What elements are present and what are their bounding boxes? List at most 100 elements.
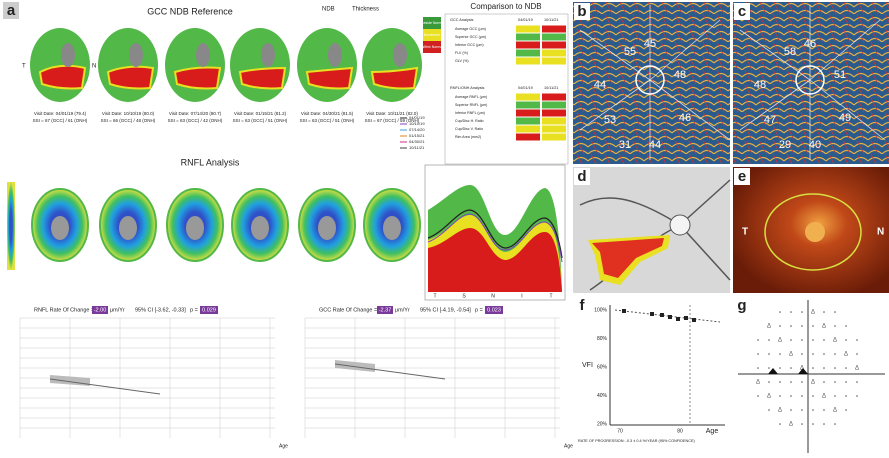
status-cell <box>542 49 566 57</box>
label: VFI <box>582 362 593 369</box>
gcc-map <box>297 28 357 102</box>
vf-dot <box>790 311 792 313</box>
panel-label: e <box>738 168 746 185</box>
gcc-defect <box>238 66 287 90</box>
label: Age <box>279 443 288 449</box>
label: 04/01/19 <box>409 115 425 120</box>
vf-symbol: Δ <box>778 408 782 414</box>
vf-symbol: Δ <box>800 366 804 372</box>
label: 48 <box>754 79 766 91</box>
label: FLV (%) <box>455 51 468 55</box>
vf-dot <box>834 325 836 327</box>
vf-dot <box>834 423 836 425</box>
label: 31 <box>619 139 631 151</box>
gcc-map <box>30 28 90 102</box>
label: Visit Date: 10/11/21 (82.0) <box>366 111 418 116</box>
vf-symbol: Δ <box>833 338 837 344</box>
vf-dot <box>823 423 825 425</box>
label: GCC NDB Reference <box>147 6 233 16</box>
panel-label: d <box>577 168 586 185</box>
status-cell <box>516 25 540 33</box>
vf-dot <box>812 409 814 411</box>
gcc-defect <box>305 66 354 90</box>
label: GCC Rate Of Change = <box>319 307 377 313</box>
label: Visit Date: 10/10/19 (80.0) <box>102 111 155 116</box>
status-cell <box>542 93 566 101</box>
vf-dot <box>845 325 847 327</box>
panel-label-box <box>734 297 750 314</box>
status-cell <box>516 93 540 101</box>
vf-dot <box>834 311 836 313</box>
label: 04/30/21 <box>409 139 425 144</box>
label: 100% <box>594 307 607 313</box>
vf-dot <box>823 409 825 411</box>
label: T <box>22 64 26 70</box>
vf-symbol: Δ <box>811 310 815 316</box>
status-cell <box>516 125 540 133</box>
vf-dot <box>845 339 847 341</box>
vf-dot <box>779 395 781 397</box>
label: -2.00 <box>94 307 107 313</box>
vf-dot <box>779 311 781 313</box>
vf-dot <box>779 367 781 369</box>
status-cell <box>516 101 540 109</box>
vf-dot <box>801 339 803 341</box>
panel-label-box <box>3 2 19 19</box>
status-cell <box>542 33 566 41</box>
vf-dot <box>845 381 847 383</box>
vf-dot <box>790 381 792 383</box>
vf-symbol: Δ <box>767 394 771 400</box>
vf-dot <box>834 353 836 355</box>
label: 45 <box>644 38 656 50</box>
vf-dot <box>856 381 858 383</box>
vf-dot <box>768 353 770 355</box>
panel-label: g <box>737 297 746 314</box>
label: 04/01/19 <box>518 18 533 22</box>
label: Visit Date: 07/14/20 (80.7) <box>169 111 222 116</box>
vf-dot <box>801 311 803 313</box>
status-cell <box>542 25 566 33</box>
value-box <box>92 306 108 314</box>
panel-label-box <box>574 297 590 314</box>
label: -2.37 <box>379 307 392 313</box>
label: N <box>877 227 884 238</box>
label: GLV (%) <box>455 59 469 63</box>
label: 0.023 <box>487 307 501 313</box>
label: 10/11/21 <box>544 86 559 90</box>
panel-label-box <box>574 168 590 185</box>
label: Age <box>706 428 719 435</box>
value-box <box>485 306 503 314</box>
status-cell <box>542 125 566 133</box>
vf-symbol: Δ <box>844 352 848 358</box>
vf-dot <box>790 395 792 397</box>
vf-dot <box>790 339 792 341</box>
status-cell <box>516 117 540 125</box>
gcc-map <box>98 28 158 102</box>
label: Cup/Disc V. Ratio <box>455 127 483 131</box>
label: 49 <box>839 112 851 124</box>
label: 48 <box>674 69 686 81</box>
vf-dot <box>812 325 814 327</box>
vf-dot <box>812 367 814 369</box>
vf-symbol: Δ <box>789 422 793 428</box>
label: 58 <box>784 46 796 58</box>
label: Age <box>564 443 573 449</box>
gcc-defect <box>38 64 87 90</box>
status-cell <box>542 57 566 65</box>
vf-dot <box>790 409 792 411</box>
vf-symbol: Δ <box>833 408 837 414</box>
status-cell <box>516 49 540 57</box>
vf-dot <box>823 381 825 383</box>
label: 40% <box>597 393 608 399</box>
label: Borderline <box>424 33 440 37</box>
vf-dot <box>757 353 759 355</box>
gcc-defect <box>106 65 155 90</box>
vf-dot <box>823 339 825 341</box>
optic-disc <box>61 43 75 67</box>
label: 44 <box>649 139 661 151</box>
label: 60% <box>597 364 608 370</box>
vf-symbol: Δ <box>811 380 815 386</box>
label: Superior RNFL (μm) <box>455 103 487 107</box>
vf-dot <box>812 353 814 355</box>
vf-dot <box>757 339 759 341</box>
